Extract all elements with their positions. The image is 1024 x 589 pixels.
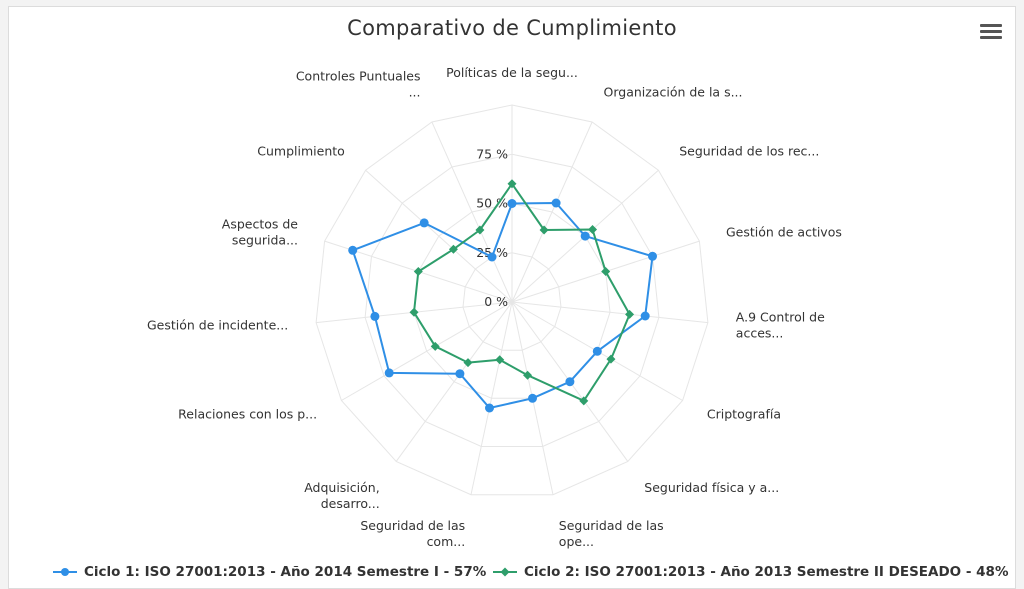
data-point[interactable] xyxy=(419,218,429,228)
data-point[interactable] xyxy=(592,346,602,356)
axis-label: Adquisición, desarro... xyxy=(304,480,379,511)
axis-label: Criptografía xyxy=(707,407,781,422)
axis-label: Gestión de incidente... xyxy=(147,318,288,333)
grid-spoke-9 xyxy=(470,301,513,495)
axis-label: Relaciones con los p... xyxy=(178,407,317,422)
data-point[interactable] xyxy=(648,251,657,261)
axis-label: Cumplimiento xyxy=(257,143,345,158)
grid-spoke-15 xyxy=(431,121,513,303)
data-point[interactable] xyxy=(348,245,358,255)
grid-spoke-5 xyxy=(511,301,708,324)
axis-label: Seguridad de los rec... xyxy=(679,143,819,158)
axis-label: Controles Puntuales... xyxy=(296,69,421,100)
radial-tick-labels: 0 %25 %50 %75 % xyxy=(476,146,508,309)
data-point[interactable] xyxy=(370,311,380,321)
axis-label: Seguridad de las ope... xyxy=(559,518,664,549)
grid-ring-3 xyxy=(364,153,660,447)
chart-title: Comparativo de Cumplimiento xyxy=(347,16,677,40)
data-point[interactable] xyxy=(384,368,394,378)
series-2 xyxy=(409,179,635,406)
grid-spoke-14 xyxy=(365,169,513,303)
grid-spoke-10 xyxy=(395,301,513,462)
axis-label: Aspectos de segurida... xyxy=(222,217,299,248)
series-1 xyxy=(348,198,657,413)
data-point[interactable] xyxy=(601,267,611,277)
data-point[interactable] xyxy=(528,393,537,403)
series-layer xyxy=(348,179,657,413)
legend-item-ciclo-1[interactable]: Ciclo 1: ISO 27001:2013 - Año 2014 Semes… xyxy=(52,564,486,580)
data-point[interactable] xyxy=(485,403,494,413)
axis-label: Gestión de activos xyxy=(726,225,842,240)
series-line xyxy=(413,182,631,402)
legend-label: Ciclo 2: ISO 27001:2013 - Año 2013 Semes… xyxy=(524,564,1009,580)
data-point[interactable] xyxy=(539,225,549,235)
radial-tick-label: 25 % xyxy=(476,245,508,260)
data-point[interactable] xyxy=(455,369,465,379)
legend: Ciclo 1: ISO 27001:2013 - Año 2014 Semes… xyxy=(0,560,1024,588)
radial-tick-label: 75 % xyxy=(476,146,508,161)
diamond-marker-icon xyxy=(493,567,517,577)
data-point[interactable] xyxy=(588,224,598,234)
axis-label: A.9 Control de acces... xyxy=(736,310,825,341)
legend-label: Ciclo 1: ISO 27001:2013 - Año 2014 Semes… xyxy=(84,564,487,580)
axis-label: Políticas de la segu... xyxy=(446,65,578,80)
data-point[interactable] xyxy=(448,244,458,254)
series-line xyxy=(351,202,654,409)
grid-ring-2 xyxy=(413,202,611,399)
data-point[interactable] xyxy=(606,354,616,364)
radial-tick-label: 0 % xyxy=(484,294,508,309)
circle-marker-icon xyxy=(53,568,77,576)
grid-spoke-2 xyxy=(511,121,593,303)
data-point[interactable] xyxy=(487,252,497,262)
axis-label: Seguridad de las com... xyxy=(360,518,465,549)
data-point[interactable] xyxy=(463,358,473,368)
axis-label: Organización de la s... xyxy=(604,85,743,100)
data-point[interactable] xyxy=(430,341,440,351)
grid-ring-1 xyxy=(462,252,562,351)
data-point[interactable] xyxy=(475,225,485,235)
grid-ring-4 xyxy=(315,104,709,496)
data-point[interactable] xyxy=(580,231,590,241)
data-point[interactable] xyxy=(413,267,423,277)
data-point[interactable] xyxy=(523,370,533,380)
data-point[interactable] xyxy=(640,311,650,321)
data-point[interactable] xyxy=(409,307,419,317)
data-point[interactable] xyxy=(507,199,517,208)
data-point[interactable] xyxy=(565,377,575,387)
data-point[interactable] xyxy=(625,309,635,319)
axis-label: Seguridad física y a... xyxy=(644,480,779,495)
hamburger-menu-icon[interactable] xyxy=(980,24,1002,42)
radar-grid xyxy=(315,104,709,496)
data-point[interactable] xyxy=(579,396,589,406)
data-point[interactable] xyxy=(495,355,505,365)
data-point[interactable] xyxy=(551,198,561,208)
grid-spoke-11 xyxy=(341,301,513,401)
data-point[interactable] xyxy=(507,179,517,189)
legend-item-ciclo-2[interactable]: Ciclo 2: ISO 27001:2013 - Año 2013 Semes… xyxy=(492,564,1008,580)
axis-labels: Políticas de la segu... Organización de l… xyxy=(147,65,842,549)
